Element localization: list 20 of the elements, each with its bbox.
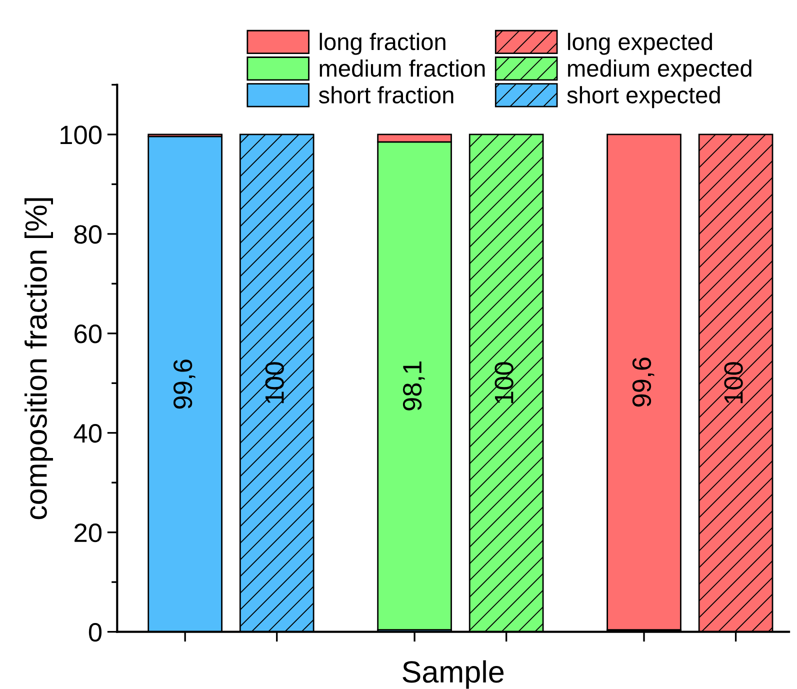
y-axis-title: composition fraction [%]: [24, 198, 53, 520]
y-tick-label: 20: [74, 523, 102, 542]
data-label: 100: [724, 362, 743, 404]
data-label: 100: [494, 362, 514, 404]
y-tick-label: 100: [60, 126, 102, 144]
legend-label: medium expected: [568, 59, 752, 82]
y-tick-label: 80: [74, 225, 102, 244]
legend-label: short expected: [567, 86, 720, 108]
y-tick-label: 0: [88, 622, 102, 642]
legend-label: medium fraction: [320, 59, 485, 77]
x-axis-title: Sample: [402, 660, 504, 689]
data-label: 98,1: [402, 361, 425, 410]
y-tick-label: 40: [74, 424, 102, 443]
y-tick-label: 60: [74, 324, 102, 344]
data-label: 99,6: [632, 358, 654, 407]
data-label: 100: [265, 362, 284, 404]
legend-label: long expected: [568, 32, 712, 55]
legend-label: long fraction: [320, 32, 446, 55]
data-label: 99,6: [173, 360, 196, 409]
legend-label: short fraction: [318, 86, 454, 104]
